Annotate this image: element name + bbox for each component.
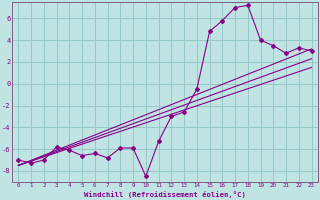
X-axis label: Windchill (Refroidissement éolien,°C): Windchill (Refroidissement éolien,°C) xyxy=(84,191,246,198)
